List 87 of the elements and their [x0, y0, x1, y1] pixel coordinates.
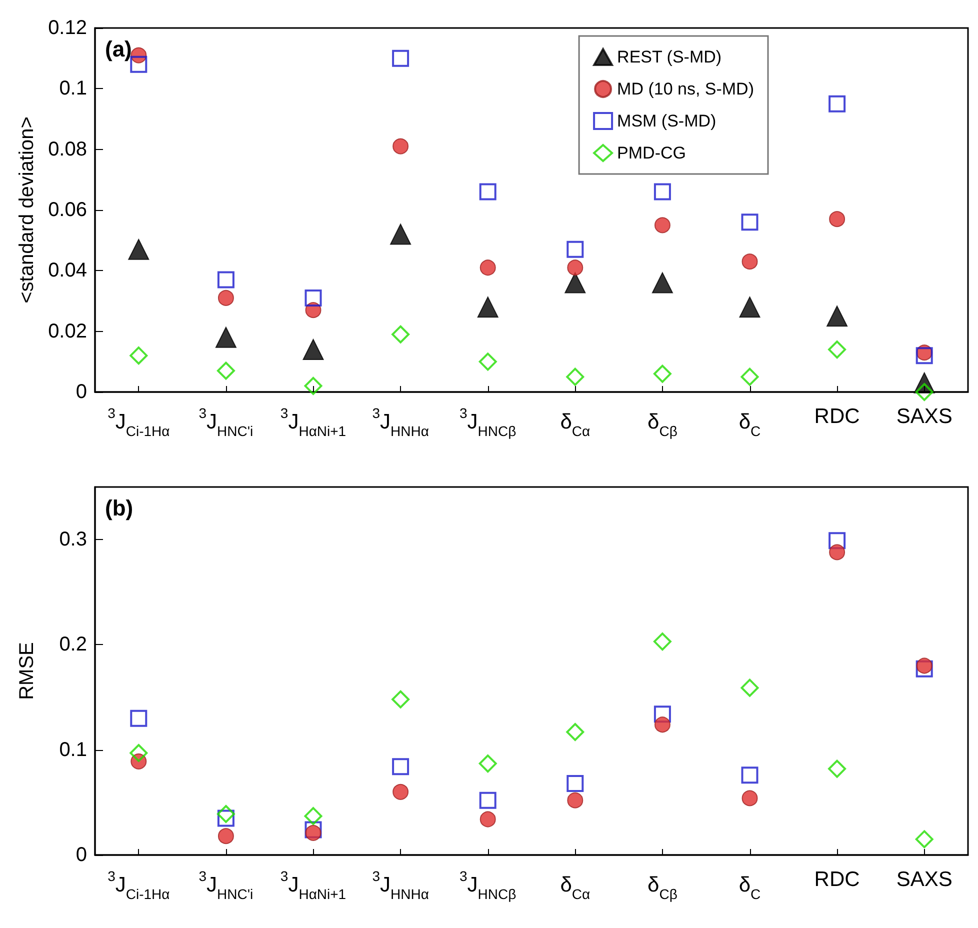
- point: [915, 383, 934, 401]
- point: [566, 240, 584, 258]
- x-tick-label: RDC: [814, 405, 860, 428]
- point: [566, 368, 584, 386]
- chart-title: (a): [105, 36, 132, 62]
- legend-label: MSM (S-MD): [617, 112, 716, 130]
- point: [826, 306, 848, 327]
- point: [652, 272, 673, 294]
- y-tick-label: 0.2: [59, 634, 87, 656]
- point: [740, 678, 759, 697]
- y-tick-label: 0.1: [59, 78, 87, 100]
- point: [392, 325, 410, 344]
- point: [392, 138, 409, 154]
- point: [304, 807, 322, 826]
- point: [915, 830, 934, 848]
- legend-label: PMD-CG: [617, 144, 686, 162]
- point: [828, 95, 846, 112]
- point: [218, 290, 234, 306]
- legend-label: REST (S-MD): [617, 48, 722, 66]
- y-tick-label: 0.02: [48, 320, 87, 342]
- point: [304, 821, 322, 838]
- point: [566, 775, 584, 792]
- point: [828, 340, 846, 359]
- point: [567, 792, 584, 808]
- point: [304, 376, 322, 395]
- point: [479, 792, 496, 809]
- y-tick-label: 0.04: [48, 260, 87, 282]
- legend-label: MD (10 ns, S-MD): [617, 80, 754, 98]
- point: [829, 211, 846, 228]
- point: [741, 214, 758, 231]
- point: [130, 346, 148, 365]
- y-axis-title: RMSE: [16, 642, 38, 700]
- point: [740, 368, 759, 386]
- point: [653, 364, 672, 383]
- point: [218, 828, 234, 844]
- y-tick-label: 0.1: [59, 738, 87, 761]
- point: [480, 811, 496, 828]
- point: [392, 690, 410, 708]
- point: [654, 706, 671, 723]
- point: [215, 326, 236, 348]
- chart-title: (b): [105, 496, 134, 520]
- y-tick-label: 0: [76, 844, 87, 866]
- point: [392, 758, 410, 776]
- point: [478, 754, 497, 773]
- y-axis-title: <standard deviation>: [16, 116, 38, 304]
- point: [654, 217, 670, 234]
- y-tick-label: 0.08: [48, 138, 87, 160]
- point: [217, 271, 234, 288]
- x-tick-label: RDC: [814, 868, 860, 891]
- x-tick-label: SAXS: [896, 868, 952, 891]
- point: [741, 766, 758, 784]
- point: [128, 238, 150, 260]
- point: [480, 260, 496, 276]
- point: [392, 50, 410, 67]
- point: [742, 790, 758, 806]
- point: [653, 632, 672, 651]
- point: [742, 254, 758, 270]
- point: [130, 710, 148, 727]
- point: [828, 532, 846, 550]
- point: [390, 224, 412, 245]
- point: [130, 56, 148, 73]
- point: [916, 658, 932, 674]
- point: [479, 183, 496, 200]
- point: [217, 810, 234, 827]
- y-tick-label: 0.3: [59, 528, 87, 551]
- point: [828, 760, 846, 778]
- point: [302, 339, 324, 360]
- point: [654, 183, 671, 200]
- point: [130, 744, 148, 762]
- point: [829, 544, 846, 560]
- point: [216, 362, 235, 380]
- point: [477, 296, 498, 318]
- point: [392, 784, 409, 800]
- point: [478, 352, 497, 371]
- x-tick-label: SAXS: [896, 405, 952, 428]
- point: [566, 722, 584, 741]
- y-tick-label: 0.06: [48, 199, 87, 221]
- point: [304, 289, 322, 306]
- point: [305, 824, 322, 841]
- point: [916, 660, 933, 678]
- point: [567, 260, 584, 276]
- point: [654, 716, 670, 733]
- y-tick-label: 0.12: [48, 17, 87, 39]
- y-tick-label: 0: [76, 381, 87, 403]
- point: [216, 804, 235, 823]
- point: [739, 296, 760, 318]
- point: [916, 347, 933, 364]
